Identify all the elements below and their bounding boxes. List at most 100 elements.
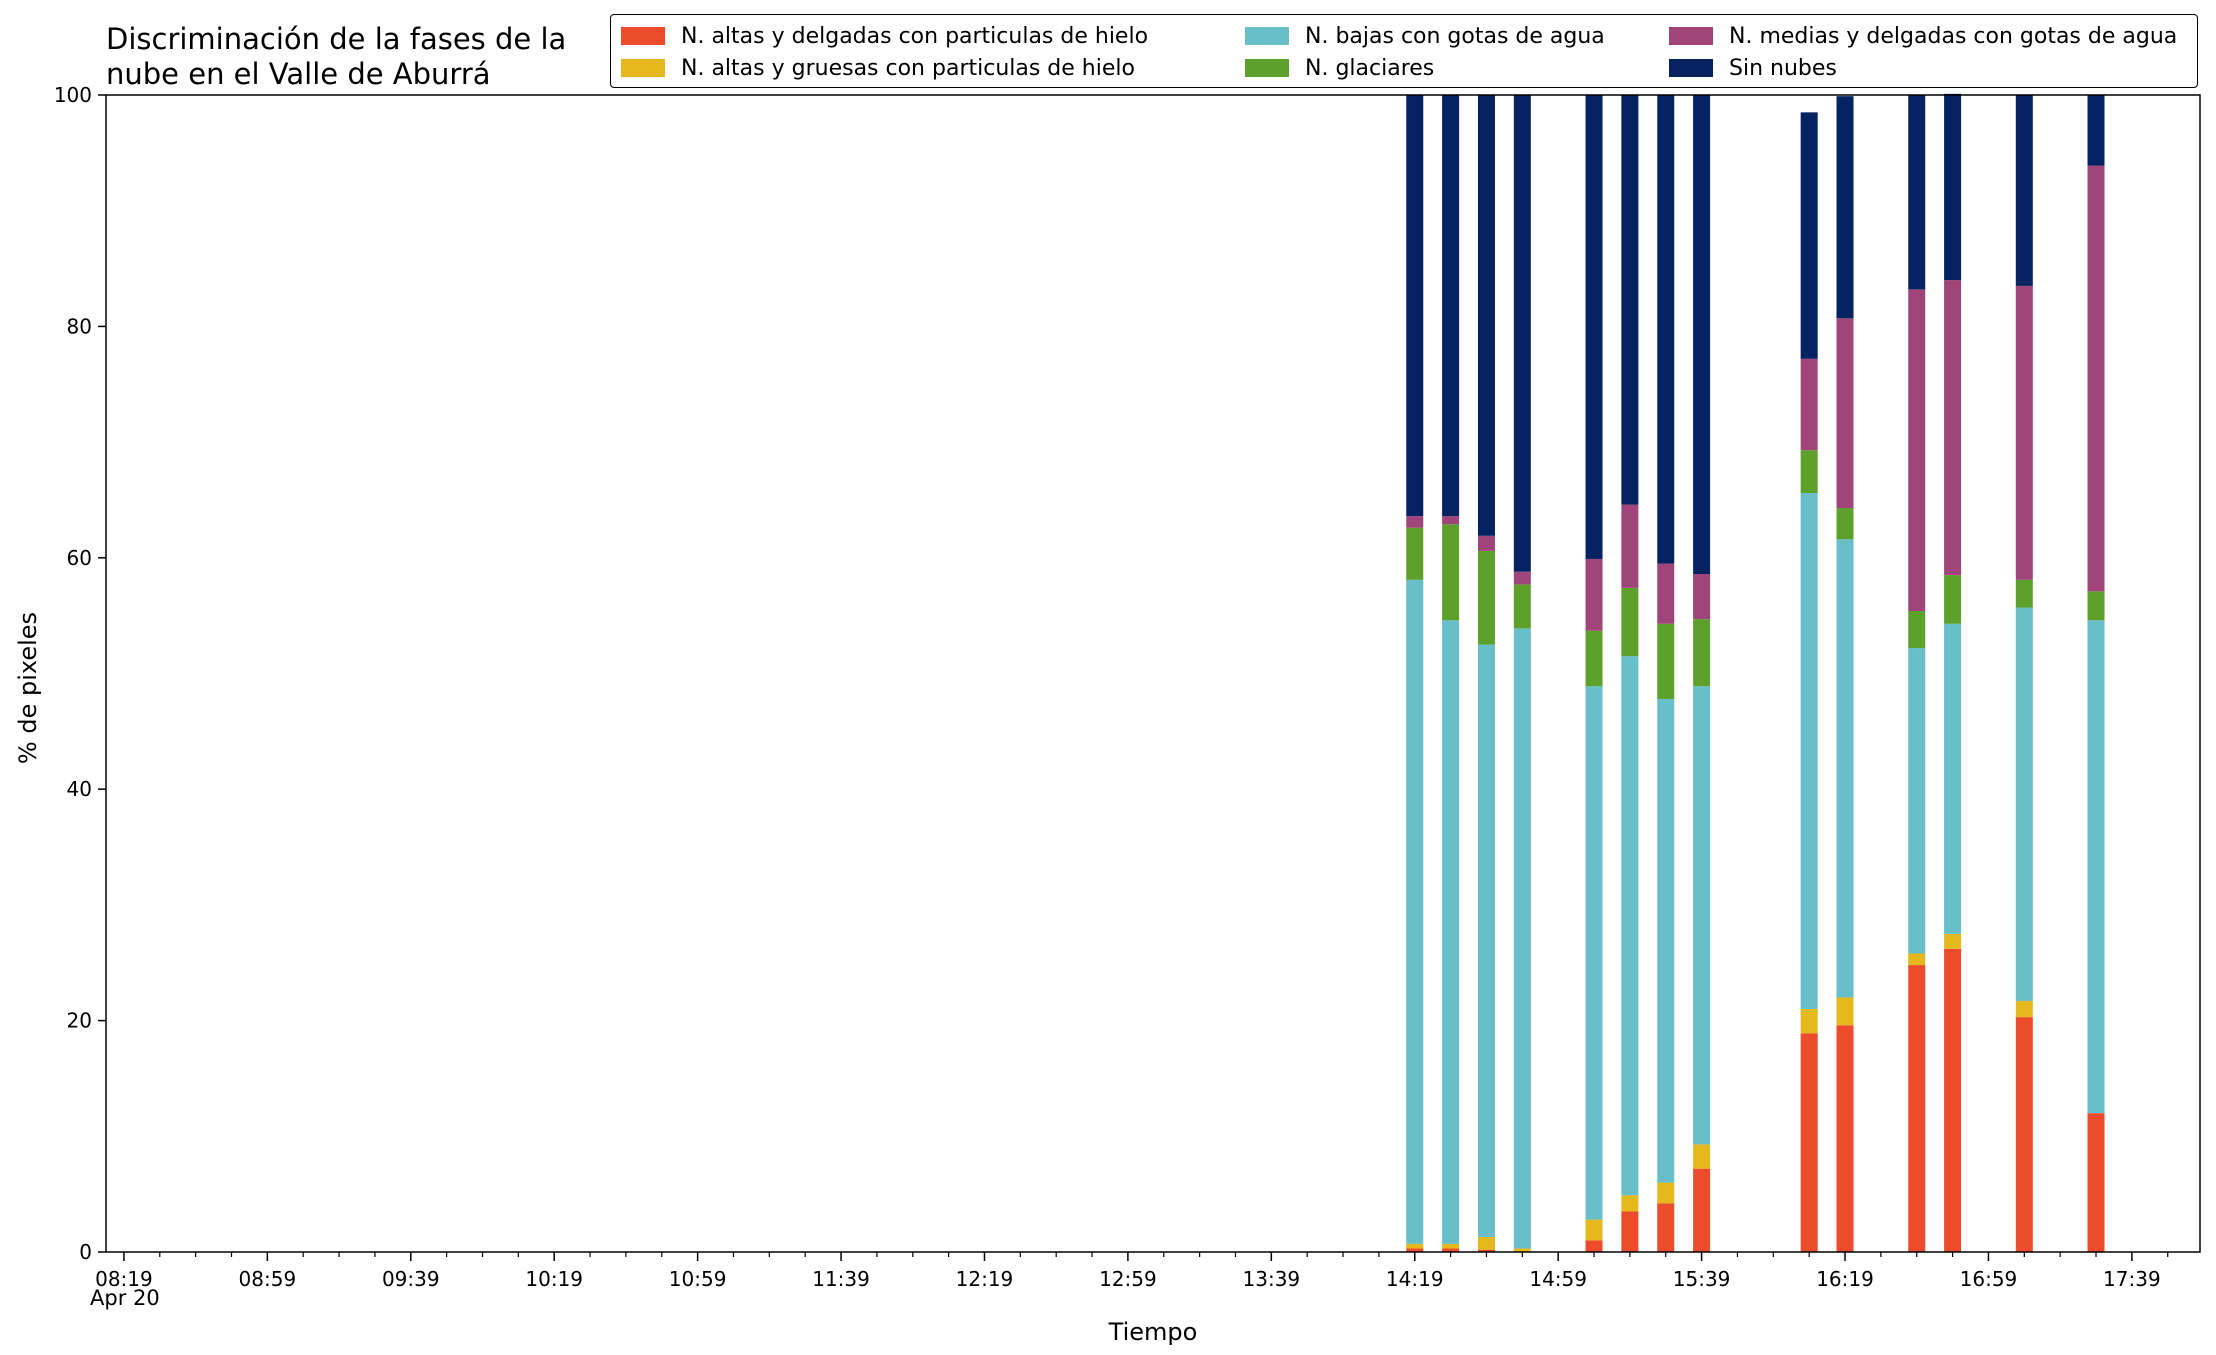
bar-segment (1442, 1248, 1460, 1252)
bar-segment (1477, 550, 1495, 645)
bar-segment (1908, 611, 1926, 649)
x-axis-label: Tiempo (1108, 1318, 1198, 1346)
bar-segment (1657, 1203, 1675, 1252)
bar-segment (1908, 953, 1926, 966)
bar-segment (1657, 623, 1675, 699)
legend-label: N. bajas con gotas de agua (1305, 23, 1605, 49)
bar-segment (1585, 1240, 1603, 1252)
bar-segment (1693, 1168, 1711, 1252)
bar-segment (1621, 1211, 1639, 1252)
bar-segment (1944, 93, 1962, 281)
bar-segment (1513, 1248, 1531, 1252)
x-tick-label: 13:39 (1243, 1267, 1301, 1291)
bar-segment (2087, 620, 2105, 1114)
bar-segment (2087, 591, 2105, 621)
x-tick-label: 14:19 (1386, 1267, 1444, 1291)
legend-swatch (1245, 59, 1289, 77)
bar-segment (1477, 644, 1495, 1237)
plot-frame (105, 94, 2201, 1253)
bar-segment (2087, 1113, 2105, 1252)
x-tick-label: 10:59 (669, 1267, 727, 1291)
bar-segment (1477, 1236, 1495, 1250)
bar-segment (1585, 558, 1603, 631)
bar-segment (1406, 527, 1424, 580)
bar-segment (1908, 289, 1926, 612)
bar-segment (1693, 1144, 1711, 1169)
bar-segment (2015, 1000, 2033, 1018)
bar-segment (1442, 620, 1460, 1244)
bar-segment (1693, 95, 1711, 574)
bar-segment (1944, 280, 1962, 576)
bar-segment (1944, 933, 1962, 949)
bar-segment (1406, 516, 1424, 528)
bar-segment (1657, 1182, 1675, 1204)
legend-label: Sin nubes (1729, 55, 1837, 81)
bar-segment (2015, 579, 2033, 608)
legend-item-bajas: N. bajas con gotas de agua (1245, 21, 1605, 51)
x-tick-label: 12:19 (956, 1267, 1014, 1291)
bar-segment (2015, 95, 2033, 286)
legend-item-glaciares: N. glaciares (1245, 53, 1434, 83)
bar-segment (1442, 516, 1460, 525)
bar-segment (1406, 95, 1424, 517)
x-tick-label: 17:39 (2103, 1267, 2161, 1291)
bar-segment (1513, 571, 1531, 585)
x-tick-label: 09:39 (382, 1267, 440, 1291)
bar-segment (1800, 1009, 1818, 1034)
bar-segment (2015, 607, 2033, 1001)
x-tick-label: 08:59 (239, 1267, 297, 1291)
bar-segment (1621, 95, 1639, 505)
legend-item-sin-nubes: Sin nubes (1669, 53, 1837, 83)
bar-segment (1442, 1243, 1460, 1249)
bar-segment (1836, 508, 1854, 540)
bar-segment (1693, 573, 1711, 620)
bar-segment (1477, 535, 1495, 551)
bar-segment (2087, 165, 2105, 592)
bar-segment (1836, 318, 1854, 509)
bar-segment (1908, 965, 1926, 1252)
y-axis-label: % de pixeles (14, 611, 42, 765)
legend-item-altas-delgadas: N. altas y delgadas con particulas de hi… (621, 21, 1148, 51)
bar-segment (1477, 1249, 1495, 1252)
chart-title: Discriminación de la fases de la nube en… (106, 22, 567, 91)
chart-legend: N. altas y delgadas con particulas de hi… (610, 14, 2198, 88)
bar-segment (1944, 575, 1962, 624)
legend-swatch (621, 27, 665, 45)
bar-segment (1406, 1248, 1424, 1252)
bar-segment (1800, 1033, 1818, 1252)
legend-label: N. altas y gruesas con particulas de hie… (681, 55, 1135, 81)
legend-item-medias: N. medias y delgadas con gotas de agua (1669, 21, 2177, 51)
x-tick-label: 16:59 (1960, 1267, 2018, 1291)
x-tick-label: 15:39 (1673, 1267, 1731, 1291)
bar-segment (1800, 358, 1818, 451)
bar-segment (1585, 630, 1603, 687)
bar-segment (1585, 1219, 1603, 1241)
bar-segment (2015, 285, 2033, 580)
bar-segment (1621, 656, 1639, 1196)
bar-segment (1657, 563, 1675, 624)
bar-segment (1657, 95, 1675, 564)
legend-swatch (621, 59, 665, 77)
x-tick-label: 14:59 (1529, 1267, 1587, 1291)
bar-segment (1442, 524, 1460, 621)
bar-segment (1442, 95, 1460, 517)
bar-segment (1800, 493, 1818, 1010)
legend-item-altas-gruesas: N. altas y gruesas con particulas de hie… (621, 53, 1135, 83)
bar-segment (1836, 997, 1854, 1026)
bar-segment (1585, 686, 1603, 1220)
y-tick-label: 40 (67, 777, 92, 801)
bar-segment (1836, 1025, 1854, 1252)
x-tick-label: 12:59 (1099, 1267, 1157, 1291)
bar-segment (1836, 539, 1854, 998)
x-tick-label: 16:19 (1816, 1267, 1874, 1291)
bar-segment (1944, 948, 1962, 1252)
bar-segment (1657, 698, 1675, 1183)
legend-swatch (1669, 27, 1713, 45)
bar-segment (1908, 95, 1926, 290)
y-tick-label: 0 (79, 1240, 92, 1264)
bar-segment (1693, 686, 1711, 1145)
bar-segment (1693, 619, 1711, 687)
legend-label: N. medias y delgadas con gotas de agua (1729, 23, 2178, 49)
y-tick-label: 20 (67, 1009, 92, 1033)
